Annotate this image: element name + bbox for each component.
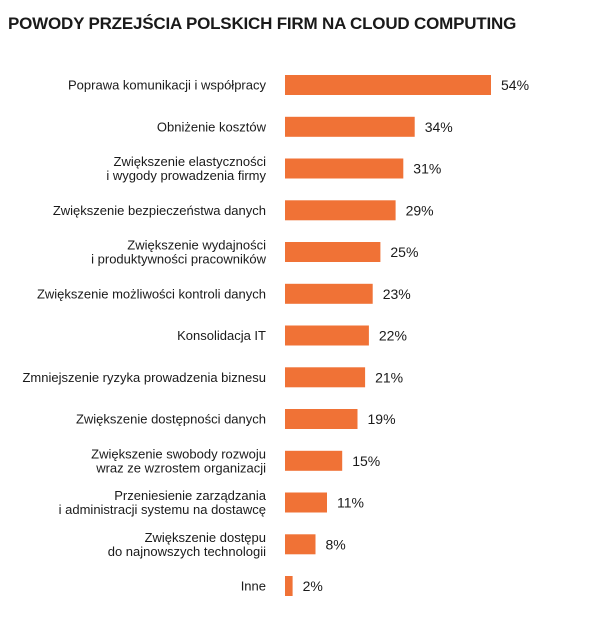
value-label-7: 21% [375,369,403,385]
category-label-8: Zwiększenie dostępności danych [76,412,266,427]
bar-4 [285,242,381,262]
bar-1 [285,116,415,137]
value-label-6: 22% [379,328,407,344]
bar-8 [285,409,358,429]
category-label-3: Zwiększenie bezpieczeństwa danych [53,203,266,218]
category-label-4: Zwiększenie wydajności i produktywności p… [91,238,266,267]
bar-0 [285,75,491,95]
category-label-0: Poprawa komunikacji i współpracy [68,78,266,93]
category-label-6: Konsolidacja IT [177,328,266,343]
value-label-12: 2% [303,578,323,594]
bar-6 [285,325,369,346]
category-label-2: Zwiększenie elastyczności i wygody prowad… [106,154,266,183]
value-label-4: 25% [390,244,418,260]
bar-12 [285,576,293,596]
value-label-3: 29% [406,202,434,218]
value-label-11: 8% [326,536,346,552]
bar-9 [285,450,343,471]
category-label-1: Obniżenie kosztów [157,119,267,134]
bar-7 [285,367,366,388]
bar-11 [285,534,316,555]
category-label-7: Zmniejszenie ryzyka prowadzenia biznesu [22,370,266,385]
bar-2 [285,158,404,179]
category-label-10: Przeniesienie zarządzania i administracji… [59,488,267,517]
category-label-11: Zwiększenie dostępu do najnowszych techno… [108,530,266,559]
category-label-9: Zwiększenie swobody rozwoju wraz ze wzros… [91,446,266,475]
chart-title: POWODY PRZEJŚCIA POLSKICH FIRM NA CLOUD … [8,14,517,33]
value-label-5: 23% [383,286,411,302]
value-label-10: 11% [337,495,364,511]
bar-10 [285,492,327,513]
value-label-2: 31% [413,161,441,177]
bar-5 [285,283,373,304]
value-label-9: 15% [352,453,380,469]
category-label-5: Zwiększenie możliwości kontroli danych [37,286,266,301]
category-label-12: Inne [241,579,266,594]
value-label-1: 34% [425,119,453,135]
bar-3 [285,200,396,221]
value-label-8: 19% [368,411,396,427]
value-label-0: 54% [501,77,529,93]
